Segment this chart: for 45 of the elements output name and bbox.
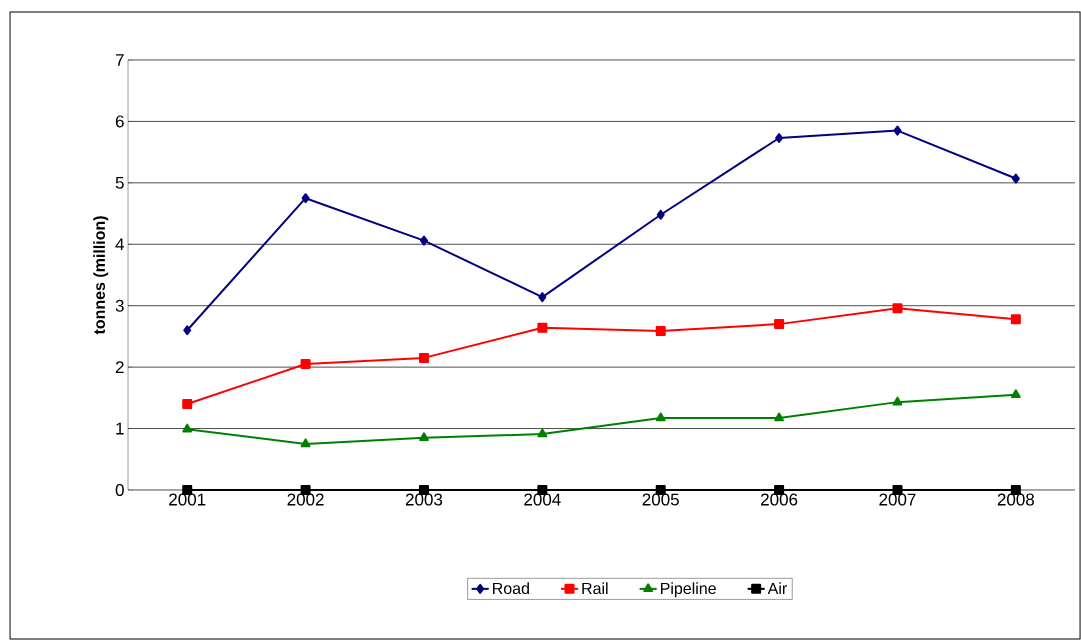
legend-label: Air	[767, 582, 787, 594]
x-tick-label: 2008	[997, 493, 1035, 506]
y-tick-label: 7	[115, 54, 124, 66]
point	[183, 325, 192, 336]
legend-label: Road	[493, 582, 529, 595]
point	[655, 325, 666, 336]
point	[300, 359, 311, 370]
point	[419, 432, 429, 442]
point	[775, 132, 784, 143]
point	[419, 235, 428, 246]
x-tick-label: 2004	[524, 493, 561, 506]
point	[656, 209, 665, 220]
point	[1011, 173, 1020, 184]
point	[301, 193, 310, 204]
point	[182, 423, 193, 433]
y-tick-label: 5	[115, 176, 124, 189]
point	[774, 319, 785, 330]
x-tick-label: 2005	[642, 493, 679, 506]
y-tick-label: 1	[116, 422, 124, 435]
point	[537, 428, 548, 438]
legend-label: Pipeline	[661, 582, 716, 598]
y-tick-label: 4	[115, 238, 124, 251]
x-tick-label: 2006	[761, 493, 798, 506]
point	[418, 352, 429, 363]
y-tick-label: 3	[115, 299, 124, 312]
point	[655, 412, 666, 422]
y-axis-title: tonnes (million)	[93, 216, 109, 335]
x-tick-label: 2002	[287, 493, 324, 506]
point	[182, 398, 193, 409]
point	[892, 303, 903, 314]
legend-label: Rail	[582, 582, 608, 595]
x-tick-label: 2007	[879, 493, 916, 506]
x-tick-label: 2001	[169, 493, 206, 506]
point	[892, 396, 903, 406]
point	[1010, 314, 1021, 325]
point	[300, 438, 311, 448]
y-tick-label: 2	[115, 361, 124, 374]
point	[893, 125, 902, 136]
y-tick-label: 6	[115, 115, 124, 128]
x-tick-label: 2003	[405, 493, 443, 506]
point	[774, 412, 784, 422]
point	[537, 322, 548, 333]
point	[538, 292, 547, 303]
point	[1010, 389, 1021, 399]
y-tick-label: 0	[115, 483, 124, 496]
